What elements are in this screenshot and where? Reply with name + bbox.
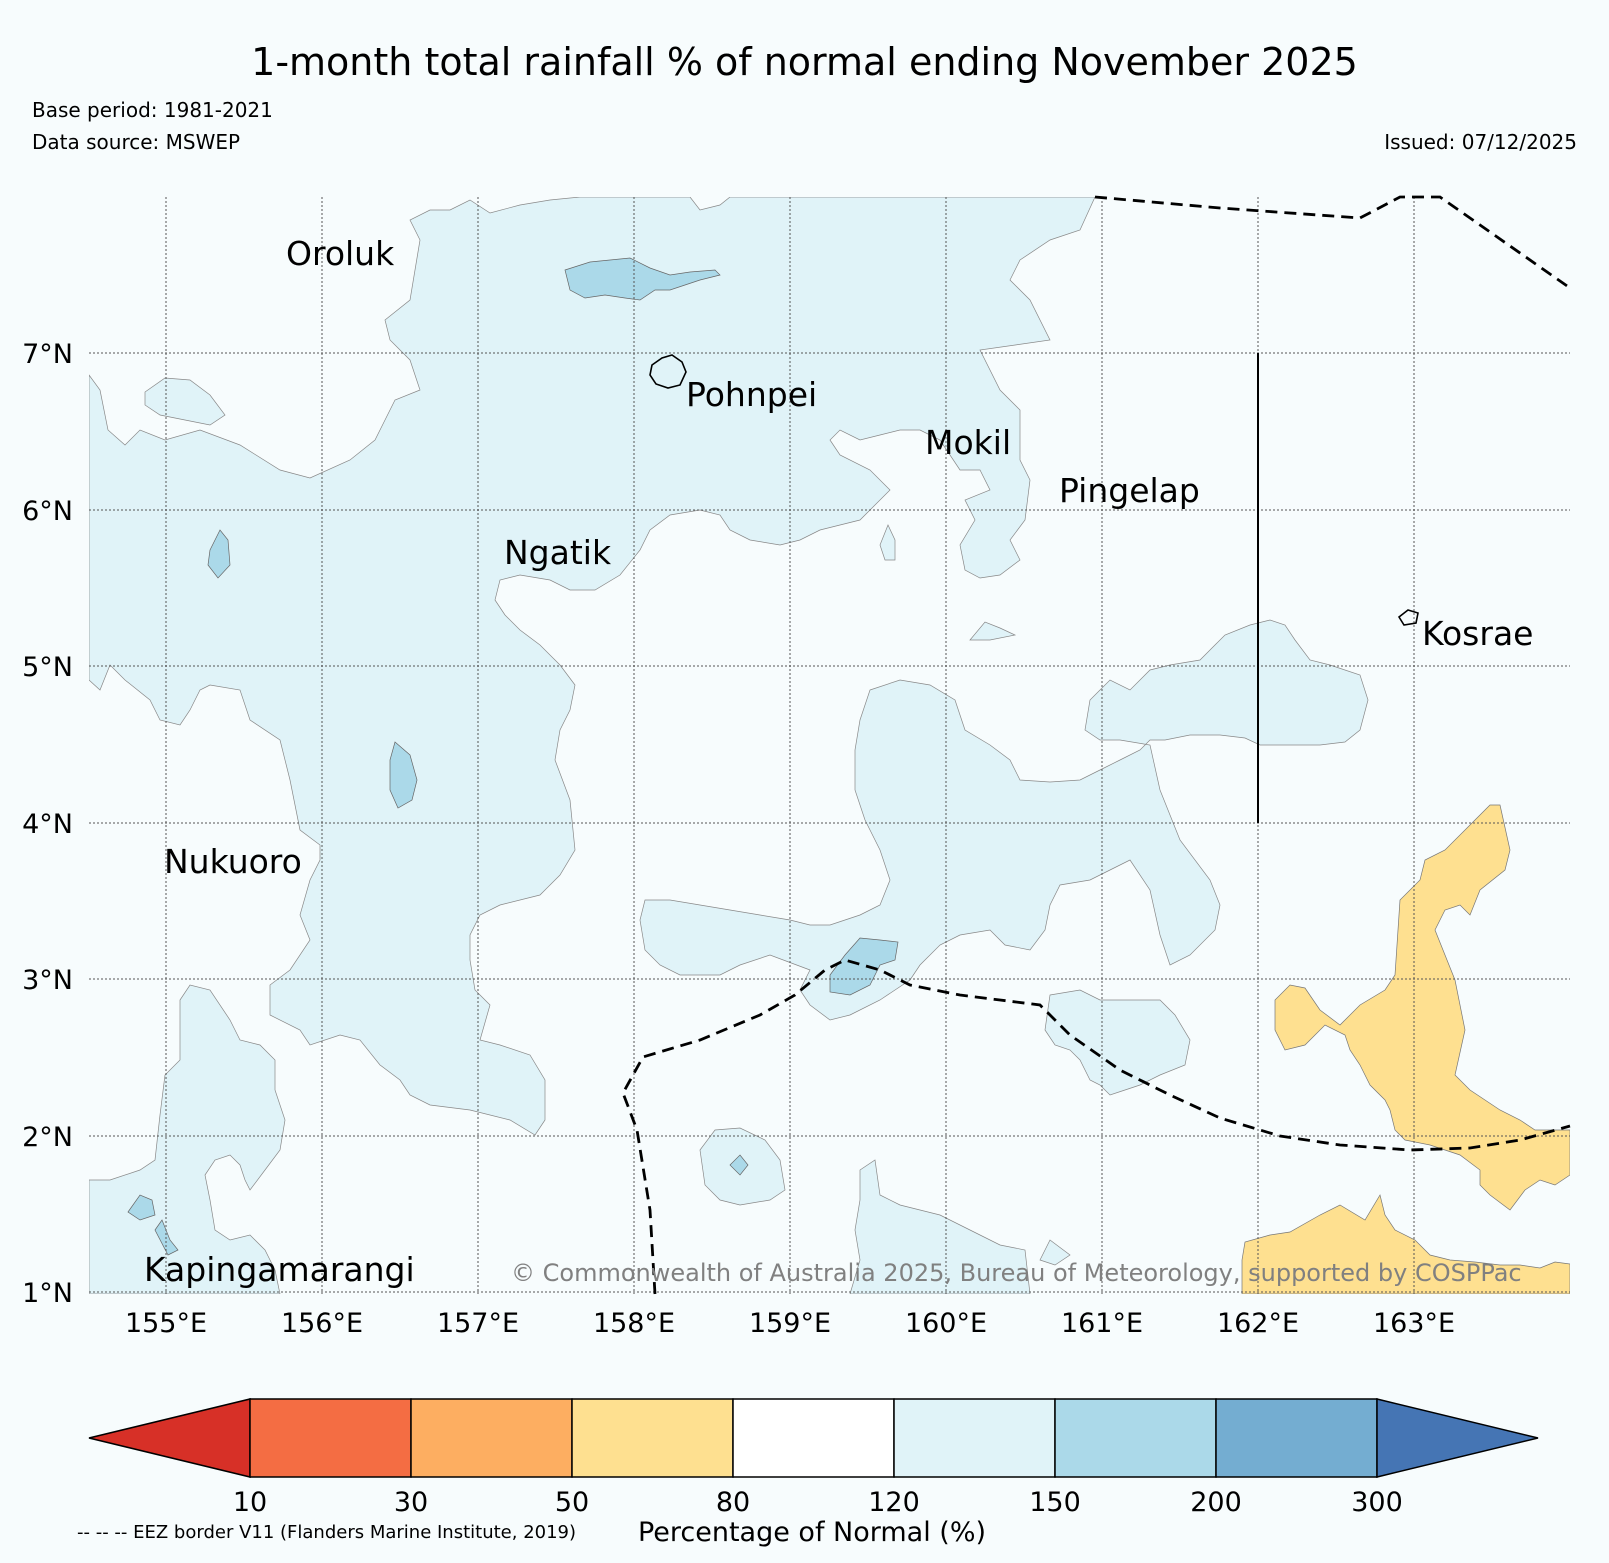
lat-label: 7°N xyxy=(22,339,73,370)
place-pingelap: Pingelap xyxy=(1059,471,1200,510)
colorbar-tick: 300 xyxy=(1351,1487,1403,1518)
colorbar-bin xyxy=(571,1398,734,1478)
lon-label: 158°E xyxy=(593,1308,675,1339)
data-source: Data source: MSWEP xyxy=(32,130,241,154)
colorbar xyxy=(88,1398,1539,1478)
lat-label: 1°N xyxy=(22,1278,73,1309)
colorbar-tick: 30 xyxy=(394,1487,428,1518)
contour-150-200-west-1 xyxy=(207,529,231,579)
place-oroluk: Oroluk xyxy=(286,234,395,273)
contour-120-150-islet-4 xyxy=(879,524,896,561)
place-kapingamarangi: Kapingamarangi xyxy=(144,1250,415,1289)
colorbar-bin xyxy=(732,1398,895,1478)
lon-label: 155°E xyxy=(125,1308,207,1339)
contour-120-150-islet-3 xyxy=(969,621,1017,641)
contour-120-150-northwest xyxy=(89,197,1096,1136)
lat-axis: 7°N 6°N 5°N 4°N 3°N 2°N 1°N xyxy=(22,339,73,1309)
contour-120-150-central xyxy=(639,619,1369,1021)
contour-50-80-southeast xyxy=(1241,1194,1570,1294)
lon-label: 160°E xyxy=(905,1308,987,1339)
contour-150-200-west-2 xyxy=(389,741,418,809)
colorbar-tick: 150 xyxy=(1029,1487,1081,1518)
base-period: Base period: 1981-2021 xyxy=(32,98,273,122)
lon-label: 163°E xyxy=(1373,1308,1455,1339)
contour-150-200-islet-2 xyxy=(127,1194,156,1221)
colorbar-bin xyxy=(249,1398,412,1478)
colorbar-tick: 10 xyxy=(233,1487,267,1518)
colorbar-bin xyxy=(410,1398,573,1478)
contour-50-80-east xyxy=(1274,804,1570,1211)
lon-label: 156°E xyxy=(281,1308,363,1339)
rainfall-contours xyxy=(89,197,1570,1294)
place-nukuoro: Nukuoro xyxy=(164,842,302,881)
colorbar-title: Percentage of Normal (%) xyxy=(638,1517,986,1548)
lon-label: 161°E xyxy=(1061,1308,1143,1339)
contour-150-200-north xyxy=(564,257,721,301)
pohnpei-island-outline xyxy=(649,354,687,389)
place-ngatik: Ngatik xyxy=(504,533,612,572)
lat-label: 3°N xyxy=(22,965,73,996)
colorbar-tick: 200 xyxy=(1190,1487,1242,1518)
contour-120-150-islet-2 xyxy=(144,377,226,426)
lon-label: 162°E xyxy=(1217,1308,1299,1339)
colorbar-ticks: 10 30 50 80 120 150 200 300 xyxy=(233,1487,1403,1518)
lat-label: 2°N xyxy=(22,1122,73,1153)
island-outlines xyxy=(649,354,1419,626)
eez-border xyxy=(621,195,1571,1295)
colorbar-bin xyxy=(893,1398,1056,1478)
place-pohnpei: Pohnpei xyxy=(686,375,817,414)
lat-label: 5°N xyxy=(22,652,73,683)
place-mokil: Mokil xyxy=(925,423,1011,462)
copyright-notice: © Commonwealth of Australia 2025, Bureau… xyxy=(511,1259,1522,1287)
place-kosrae: Kosrae xyxy=(1422,614,1533,653)
lon-label: 157°E xyxy=(437,1308,519,1339)
contour-120-150-southeast xyxy=(1044,989,1191,1096)
contour-150-200-islet-1 xyxy=(729,1154,749,1176)
eez-footnote: -- -- -- EEZ border V11 (Flanders Marine… xyxy=(77,1522,577,1543)
colorbar-min-arrow xyxy=(88,1398,251,1478)
colorbar-tick: 50 xyxy=(555,1487,589,1518)
gridlines xyxy=(89,197,1570,1294)
kosrae-island-outline xyxy=(1397,609,1419,626)
lat-label: 6°N xyxy=(22,496,73,527)
contour-150-200-central xyxy=(829,937,899,996)
lon-label: 159°E xyxy=(749,1308,831,1339)
contour-120-150-south-1 xyxy=(849,1159,1031,1294)
colorbar-max-arrow xyxy=(1376,1398,1539,1478)
colorbar-bin xyxy=(1215,1398,1378,1478)
map-title: 1-month total rainfall % of normal endin… xyxy=(251,40,1358,84)
colorbar-bin xyxy=(1054,1398,1217,1478)
colorbar-tick: 80 xyxy=(716,1487,750,1518)
issued-date: Issued: 07/12/2025 xyxy=(1384,130,1577,154)
lat-label: 4°N xyxy=(22,809,73,840)
colorbar-tick: 120 xyxy=(868,1487,920,1518)
lon-axis: 155°E 156°E 157°E 158°E 159°E 160°E 161°… xyxy=(125,1308,1455,1339)
contour-120-150-islet-5 xyxy=(1039,1239,1071,1266)
